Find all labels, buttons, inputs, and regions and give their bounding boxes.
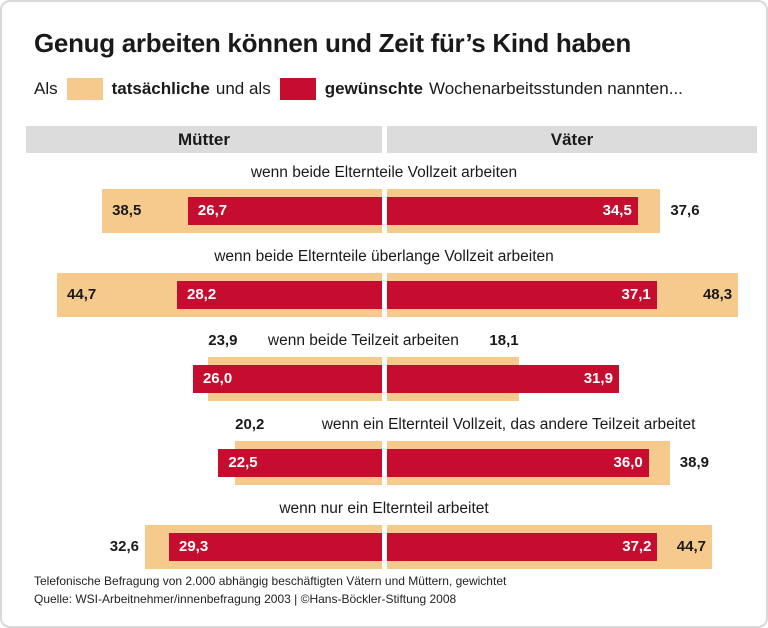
scenario-label: wenn beide Elternteile Vollzeit arbeiten — [250, 164, 518, 181]
desired-bar-muetter — [168, 533, 382, 561]
desired-value-label-muetter: 26,0 — [202, 370, 233, 387]
footnote-method: Telefonische Befragung von 2.000 abhängi… — [34, 574, 507, 588]
scenario-label: wenn nur ein Elternteil arbeitet — [279, 500, 489, 517]
scenario-heading: wenn beide Elternteile überlange Vollzei… — [2, 246, 766, 268]
legend-connector: und als — [215, 79, 271, 98]
desired-bar-muetter — [218, 449, 382, 477]
legend-desired-label: gewünschte — [324, 79, 423, 98]
desired-bar-vaeter — [387, 449, 649, 477]
desired-color-swatch — [279, 78, 316, 100]
actual-value-label-muetter: 20,2 — [235, 416, 265, 433]
desired-value-label-vaeter: 36,0 — [613, 454, 643, 471]
desired-value-label-muetter: 26,7 — [197, 202, 228, 219]
actual-value-label-muetter: 23,9 — [208, 332, 238, 349]
footnote-source: Quelle: WSI-Arbeitnehmer/innenbefragung … — [34, 592, 457, 606]
actual-value-label-vaeter: 44,7 — [676, 538, 706, 555]
desired-bar-vaeter — [387, 365, 619, 393]
desired-value-label-vaeter: 37,2 — [622, 538, 652, 555]
actual-value-label-muetter: 38,5 — [112, 202, 142, 219]
actual-value-label-muetter: 44,7 — [67, 286, 97, 303]
actual-value-label-vaeter: 48,3 — [702, 286, 733, 303]
actual-value-label-vaeter: 38,9 — [679, 454, 709, 471]
legend-actual-label: tatsächliche — [111, 79, 210, 98]
scenario-heading: 23,9 18,1 wenn beide Teilzeit arbeiten — [2, 330, 766, 352]
desired-bar-muetter — [192, 365, 382, 393]
desired-value-label-muetter: 22,5 — [228, 454, 258, 471]
scenario-label: wenn ein Elternteil Vollzeit, das andere… — [321, 416, 696, 433]
column-header-vaeter: Väter — [387, 126, 757, 153]
desired-bar-vaeter — [387, 533, 658, 561]
actual-value-label-vaeter: 37,6 — [670, 202, 700, 219]
legend: Als tatsächliche und als gewünschte Woch… — [34, 76, 683, 102]
desired-value-label-muetter: 29,3 — [178, 538, 209, 555]
scenario-label: wenn beide Teilzeit arbeiten — [267, 332, 459, 349]
actual-color-swatch — [66, 78, 103, 100]
legend-suffix: Wochenarbeitsstunden nannten... — [428, 79, 683, 98]
scenario-heading: 20,2 wenn ein Elternteil Vollzeit, das an… — [2, 414, 766, 436]
column-header-muetter: Mütter — [26, 126, 382, 153]
desired-value-label-muetter: 28,2 — [186, 286, 217, 303]
desired-value-label-vaeter: 31,9 — [583, 370, 613, 387]
desired-value-label-vaeter: 34,5 — [602, 202, 632, 219]
desired-bar-muetter — [176, 281, 382, 309]
desired-bar-vaeter — [387, 281, 657, 309]
desired-value-label-vaeter: 37,1 — [621, 286, 651, 303]
scenario-label: wenn beide Elternteile überlange Vollzei… — [214, 248, 554, 265]
scenario-heading: wenn nur ein Elternteil arbeitet — [2, 498, 766, 520]
page-title: Genug arbeiten können und Zeit für’s Kin… — [34, 28, 631, 58]
legend-prefix: Als — [34, 79, 58, 98]
desired-bar-vaeter — [387, 197, 638, 225]
scenario-heading: wenn beide Elternteile Vollzeit arbeiten — [2, 162, 766, 184]
actual-value-label-vaeter: 18,1 — [489, 332, 519, 349]
actual-value-label-muetter: 32,6 — [109, 538, 139, 555]
desired-bar-muetter — [187, 197, 382, 225]
